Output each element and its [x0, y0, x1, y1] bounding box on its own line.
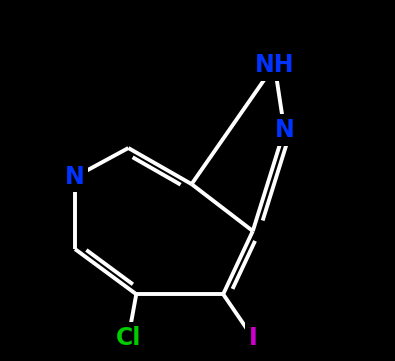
Text: Cl: Cl: [116, 326, 141, 349]
Text: NH: NH: [255, 53, 294, 77]
Text: I: I: [248, 326, 257, 349]
Text: N: N: [65, 165, 85, 189]
Text: N: N: [275, 118, 294, 142]
